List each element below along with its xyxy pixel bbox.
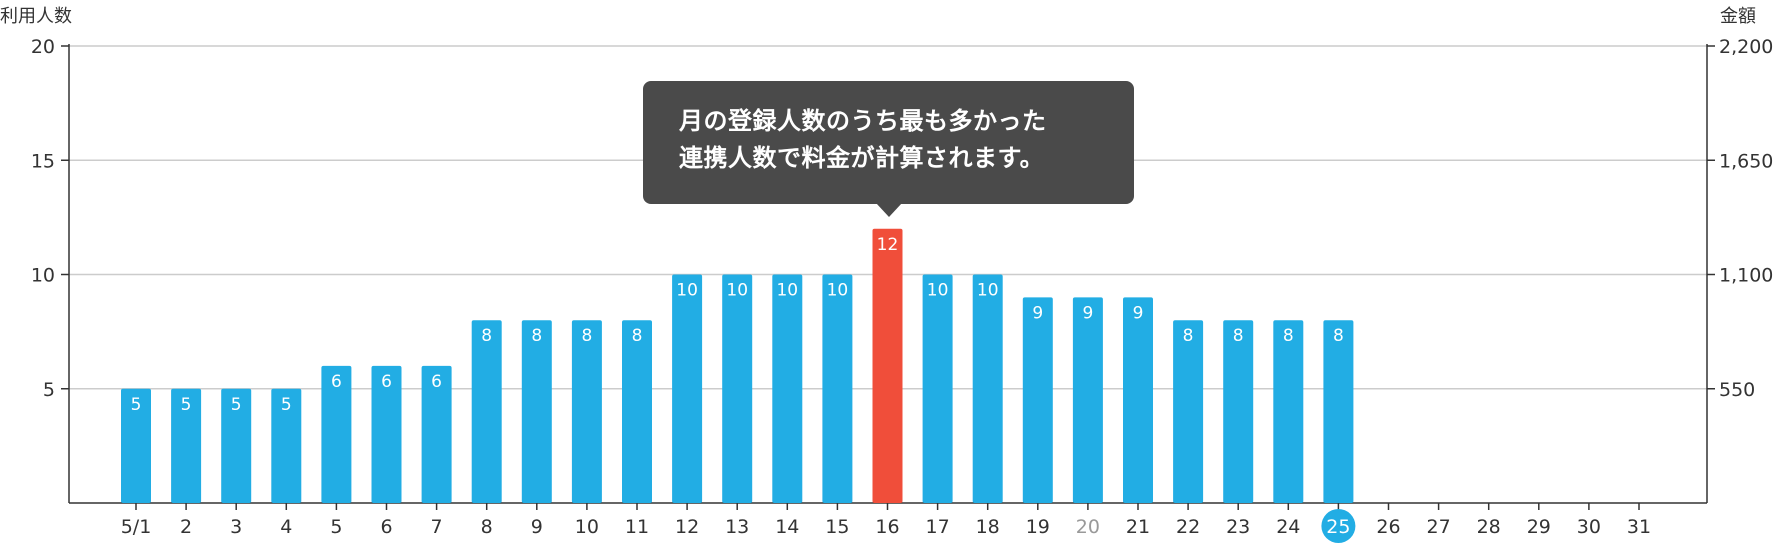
x-tick-label: 4 xyxy=(280,516,292,538)
bar-value-label: 10 xyxy=(776,281,798,301)
bar xyxy=(622,320,652,503)
x-tick-label: 15 xyxy=(825,516,849,538)
x-tick-label: 9 xyxy=(531,516,543,538)
today-marker xyxy=(1321,509,1356,543)
x-tick-label: 23 xyxy=(1226,516,1250,538)
bar xyxy=(1323,320,1354,503)
bar xyxy=(672,274,703,503)
left-tick-label: 5 xyxy=(43,379,55,401)
right-axis-title: 金額 xyxy=(1720,6,1756,27)
bar xyxy=(1072,297,1103,503)
x-tick-label: 2 xyxy=(180,516,192,538)
left-tick-label: 10 xyxy=(31,265,55,287)
bar xyxy=(1223,320,1254,503)
bar-value-label: 5 xyxy=(231,395,242,415)
x-tick-label: 20 xyxy=(1076,516,1100,538)
x-tick-label: 5/1 xyxy=(121,516,152,538)
bar xyxy=(1273,320,1304,503)
bar xyxy=(471,320,502,503)
x-tick-label: 25 xyxy=(1326,516,1350,538)
x-tick-label: 6 xyxy=(380,516,392,538)
pricing-tooltip: 月の登録人数のうち最も多かった 連携人数で料金が計算されます。 xyxy=(643,81,1134,204)
bar-value-label: 8 xyxy=(481,326,492,346)
bar xyxy=(822,274,853,503)
bar-value-label: 6 xyxy=(431,372,442,392)
bar xyxy=(271,388,302,503)
tooltip-line-2: 連携人数で料金が計算されます。 xyxy=(679,144,1045,172)
x-tick-label: 8 xyxy=(481,516,493,538)
x-tick-label: 12 xyxy=(675,516,699,538)
bar-value-label: 10 xyxy=(726,281,748,301)
tooltip-line-1: 月の登録人数のうち最も多かった xyxy=(679,107,1047,135)
bar xyxy=(922,274,953,503)
x-tick-label: 26 xyxy=(1376,516,1400,538)
bar-value-label: 9 xyxy=(1082,303,1093,323)
bar-value-label: 9 xyxy=(1133,303,1144,323)
bar xyxy=(571,320,602,503)
x-tick-label: 17 xyxy=(926,516,950,538)
bar-value-label: 10 xyxy=(676,281,698,301)
bar-value-label: 8 xyxy=(1233,326,1244,346)
bar xyxy=(1123,297,1153,503)
x-tick-label: 30 xyxy=(1577,516,1601,538)
x-tick-label: 11 xyxy=(625,516,649,538)
bar-value-label: 5 xyxy=(281,395,292,415)
bar xyxy=(972,274,1003,503)
x-tick-label: 22 xyxy=(1176,516,1200,538)
bar xyxy=(371,365,402,503)
bar-value-label: 9 xyxy=(1032,303,1043,323)
x-tick-label: 24 xyxy=(1276,516,1300,538)
left-tick-label: 20 xyxy=(31,36,55,58)
x-tick-label: 16 xyxy=(875,516,899,538)
bar-value-label: 10 xyxy=(827,281,849,301)
x-tick-label: 14 xyxy=(775,516,799,538)
right-tick-label: 1,100 xyxy=(1719,265,1773,287)
bar xyxy=(1022,297,1053,503)
bar-value-label: 8 xyxy=(1183,326,1194,346)
bar xyxy=(1173,320,1204,503)
x-tick-label: 18 xyxy=(976,516,1000,538)
bar-value-label: 8 xyxy=(531,326,542,346)
bar-value-label: 5 xyxy=(131,395,142,415)
bar xyxy=(321,365,352,503)
x-tick-label: 27 xyxy=(1427,516,1451,538)
bar-value-label: 6 xyxy=(381,372,392,392)
right-tick-label: 2,200 xyxy=(1719,36,1773,58)
x-tick-label: 31 xyxy=(1627,516,1651,538)
x-tick-label: 3 xyxy=(230,516,242,538)
tooltip-arrow xyxy=(876,203,902,217)
bar xyxy=(221,388,252,503)
right-tick-label: 550 xyxy=(1719,379,1755,401)
x-tick-label: 29 xyxy=(1527,516,1551,538)
bar-value-label: 12 xyxy=(877,235,899,255)
bar xyxy=(121,388,151,503)
x-tick-label: 10 xyxy=(575,516,599,538)
left-axis-title: 利用人数 xyxy=(0,6,72,27)
right-tick-label: 1,650 xyxy=(1719,150,1773,172)
x-tick-label: 28 xyxy=(1477,516,1501,538)
bar-value-label: 8 xyxy=(581,326,592,346)
bar xyxy=(872,228,903,504)
x-tick-label: 7 xyxy=(431,516,443,538)
bar-value-label: 5 xyxy=(181,395,192,415)
bar-value-label: 8 xyxy=(1333,326,1344,346)
bar-value-label: 10 xyxy=(977,281,999,301)
bar xyxy=(722,274,753,503)
x-tick-label: 21 xyxy=(1126,516,1150,538)
bar xyxy=(521,320,552,503)
x-tick-label: 5 xyxy=(330,516,342,538)
bar-value-label: 6 xyxy=(331,372,342,392)
x-tick-label: 13 xyxy=(725,516,749,538)
x-tick-label: 19 xyxy=(1026,516,1050,538)
bar xyxy=(421,365,452,503)
bar-value-label: 8 xyxy=(1283,326,1294,346)
left-tick-label: 15 xyxy=(31,150,55,172)
bar-value-label: 10 xyxy=(927,281,949,301)
bar xyxy=(772,274,803,503)
bar xyxy=(171,388,202,503)
bar-value-label: 8 xyxy=(632,326,643,346)
